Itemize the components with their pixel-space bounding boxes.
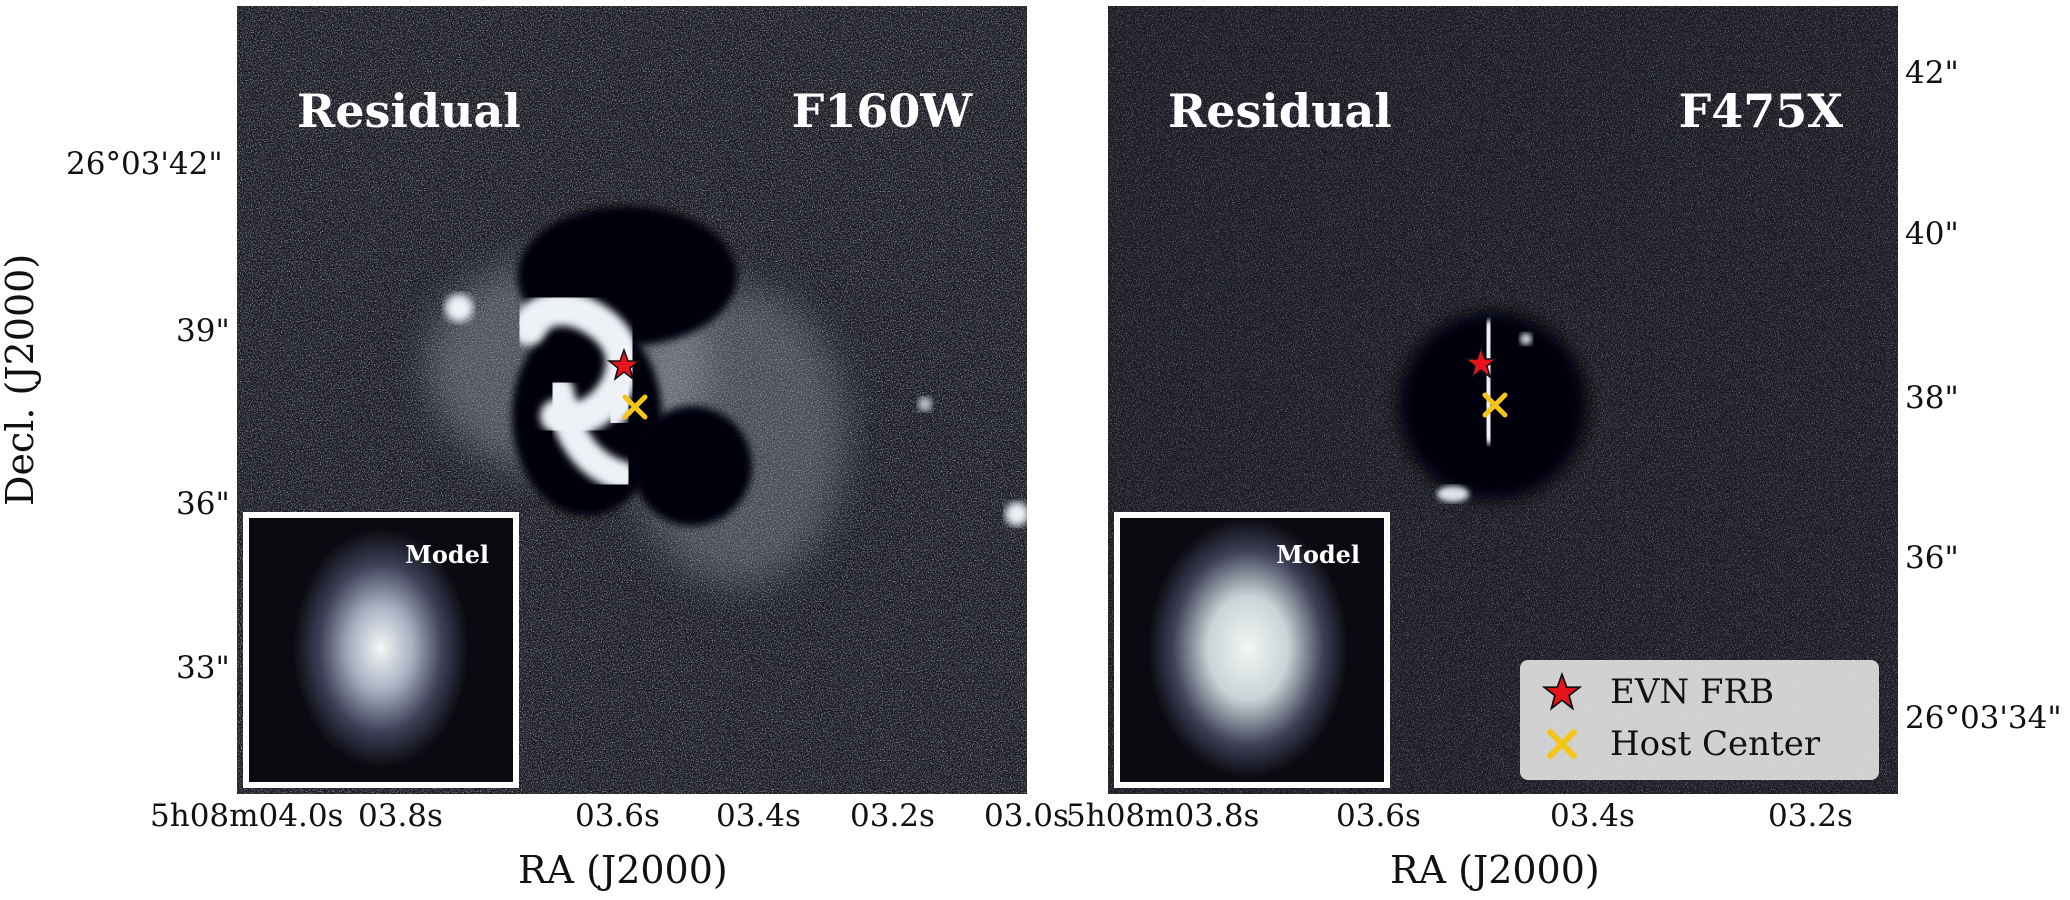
y-tick-label: 38": [1905, 380, 1959, 416]
legend-item-host-center: Host Center: [1542, 724, 1820, 764]
x-tick-label: 03.2s: [1768, 798, 1853, 834]
y-tick-label: 40": [1905, 216, 1959, 252]
x-tick-label: 03.4s: [1550, 798, 1635, 834]
x-tick-label: 5h08m03.8s: [1066, 798, 1260, 834]
legend: EVN FRB Host Center: [1520, 660, 1879, 780]
x-icon: [1547, 729, 1577, 759]
x-axis-title-right: RA (J2000): [1390, 848, 1600, 892]
y-tick-label: 26°03'42": [66, 146, 223, 182]
residual-panel-f160w: Residual F160W Model: [237, 6, 1027, 794]
x-tick-label: 03.6s: [1336, 798, 1421, 834]
y-tick-label: 42": [1905, 55, 1959, 91]
y-tick-label: 26°03'34": [1905, 700, 2062, 736]
model-image: [1120, 518, 1384, 782]
residual-label: Residual: [1168, 84, 1392, 138]
y-axis-title: Decl. (J2000): [0, 253, 42, 506]
x-tick-label: 03.2s: [850, 798, 935, 834]
x-axis-title-left: RA (J2000): [518, 848, 728, 892]
model-inset: Model: [1114, 512, 1390, 788]
y-tick-label: 33": [176, 650, 230, 686]
model-image: [249, 518, 513, 782]
x-tick-label: 03.4s: [716, 798, 801, 834]
x-icon: [1482, 392, 1508, 418]
residual-image-f160w: [237, 6, 1027, 794]
inset-label: Model: [405, 540, 489, 569]
star-icon: [1542, 672, 1582, 711]
y-tick-label: 39": [176, 313, 230, 349]
band-label: F160W: [791, 84, 972, 138]
legend-item-evn-frb: EVN FRB: [1542, 672, 1774, 712]
legend-label: EVN FRB: [1610, 672, 1775, 712]
x-tick-label: 03.8s: [358, 798, 443, 834]
x-tick-label: 5h08m04.0s: [150, 798, 344, 834]
x-tick-label: 03.6s: [575, 798, 660, 834]
x-icon: [622, 394, 648, 420]
band-label: F475X: [1678, 84, 1843, 138]
y-tick-label: 36": [176, 486, 230, 522]
star-icon: [607, 348, 641, 381]
residual-panel-f475x: Residual F475X Model: [1108, 6, 1898, 794]
residual-label: Residual: [297, 84, 521, 138]
star-icon: [1464, 346, 1498, 379]
x-tick-label: 03.0s: [984, 798, 1069, 834]
model-inset: Model: [243, 512, 519, 788]
legend-label: Host Center: [1610, 724, 1821, 764]
y-tick-label: 36": [1905, 540, 1959, 576]
inset-label: Model: [1276, 540, 1360, 569]
